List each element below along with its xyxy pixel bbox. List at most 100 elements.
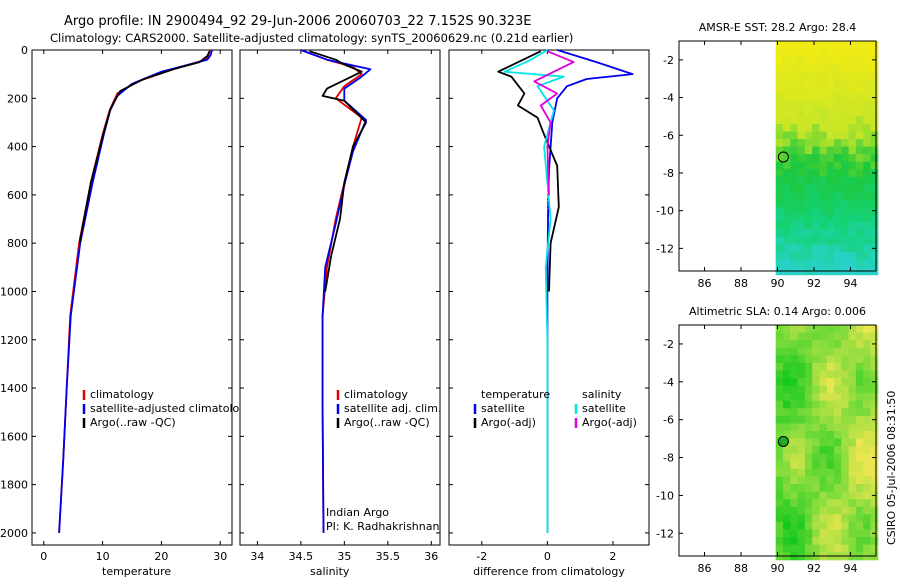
sst-map-cell xyxy=(790,56,799,65)
sla-map-cell xyxy=(834,362,842,371)
sla-map-cell xyxy=(790,461,799,470)
sla-map-cell xyxy=(870,521,879,530)
sla-map-cell xyxy=(804,446,813,455)
difference-axes-frame xyxy=(448,49,650,546)
sla-map-cell xyxy=(834,340,842,349)
sla-map-cell xyxy=(855,355,864,364)
sla-map-ytick-label: -12 xyxy=(656,527,674,540)
sla-map-cell xyxy=(841,415,850,424)
sst-map-cell xyxy=(812,56,820,65)
sst-map-cell xyxy=(855,244,864,253)
sst-map-cell xyxy=(855,222,864,230)
sla-map-cell xyxy=(834,537,842,546)
sla-map-cell xyxy=(841,332,850,341)
sst-map-cell xyxy=(855,169,864,178)
temperature-series-argo-raw-qc- xyxy=(78,50,211,244)
sla-map-cell xyxy=(819,453,828,462)
sla-map-cell xyxy=(775,355,784,364)
sst-map-cell xyxy=(834,116,842,125)
temperature-ytick-label: 0 xyxy=(21,44,28,57)
sst-map-cell xyxy=(841,93,850,102)
sst-map-cell xyxy=(855,101,864,110)
sla-map-cell xyxy=(841,491,850,500)
sla-map-cell xyxy=(819,332,828,341)
sla-map-cell xyxy=(826,355,835,364)
salinity-xtick-label: 35 xyxy=(337,550,351,563)
sst-map-cell xyxy=(848,176,857,185)
sla-map-cell xyxy=(863,370,871,379)
sst-map-cell xyxy=(797,169,806,178)
sst-map-cell xyxy=(826,214,835,223)
sst-map-cell xyxy=(812,48,820,57)
sst-map-cell xyxy=(775,78,784,87)
sst-map-ytick-label: -8 xyxy=(663,167,674,180)
sla-map-cell xyxy=(848,446,857,455)
difference-legend-title: salinity xyxy=(582,388,622,401)
sst-map-cell xyxy=(804,63,813,72)
sst-map-cell xyxy=(848,252,857,261)
sst-map-cell xyxy=(826,259,835,268)
sst-map-cell xyxy=(863,139,871,147)
sla-map-cell xyxy=(804,423,813,432)
sla-map-cell xyxy=(797,393,806,402)
sst-map-cell xyxy=(812,131,820,140)
sst-map-cell xyxy=(812,86,820,95)
sst-map-cell xyxy=(812,222,820,230)
sst-map-cell xyxy=(812,252,820,261)
sst-map-cell xyxy=(783,259,791,268)
sst-map-cell xyxy=(775,101,784,110)
sla-map-cell xyxy=(848,423,857,432)
sla-map-cell xyxy=(863,385,871,394)
sla-map-xtick-label: 92 xyxy=(807,562,821,575)
sst-map-cell xyxy=(863,191,871,200)
sst-map-cell xyxy=(834,131,842,140)
sla-map-cell xyxy=(841,514,850,523)
sla-map-cell xyxy=(855,544,864,553)
sla-map-cell xyxy=(863,446,871,455)
sla-map-cell xyxy=(812,438,820,447)
difference-xlabel: difference from climatology xyxy=(473,565,625,578)
sst-map-cell xyxy=(841,63,850,72)
sst-map-cell xyxy=(848,161,857,170)
sla-map-cell xyxy=(863,332,871,341)
sla-map-cell xyxy=(775,400,784,409)
sla-map-cell xyxy=(797,506,806,515)
sla-map-cell xyxy=(790,408,799,417)
temperature-axes-frame xyxy=(31,49,233,546)
sla-map-cell xyxy=(812,491,820,500)
sst-map-cell xyxy=(812,124,820,132)
sst-map-cell xyxy=(790,169,799,178)
sst-map-cell xyxy=(848,154,857,163)
sla-map-cell xyxy=(790,544,799,553)
sla-map-cell xyxy=(870,514,879,523)
sla-map-cell xyxy=(826,431,835,440)
sla-map-cell xyxy=(790,537,799,546)
sst-map-cell xyxy=(804,93,813,102)
sst-map-cell xyxy=(870,184,879,193)
sla-map-cell xyxy=(841,499,850,508)
sst-map-cell xyxy=(863,222,871,230)
sst-map-cell xyxy=(855,63,864,72)
sla-map-cell xyxy=(855,340,864,349)
sst-map-cell xyxy=(826,199,835,208)
sst-map-cell xyxy=(783,108,791,117)
sla-map-cell xyxy=(848,537,857,546)
sst-map-cell xyxy=(870,214,879,223)
sla-map-cell xyxy=(790,355,799,364)
sla-map-cell xyxy=(826,378,835,387)
sst-map-cell xyxy=(826,86,835,95)
sst-map-cell xyxy=(783,206,791,215)
sst-map-cell xyxy=(848,169,857,178)
sla-map-cell xyxy=(863,347,871,356)
sla-map-cell xyxy=(819,476,828,485)
sst-map-cell xyxy=(775,93,784,102)
sla-map-cell xyxy=(819,499,828,508)
sst-map-cell xyxy=(870,41,879,49)
sst-map-cell xyxy=(819,184,828,193)
sla-map-cell xyxy=(783,453,791,462)
sla-map-cell xyxy=(863,537,871,546)
sst-map-cell xyxy=(797,48,806,57)
sla-map-cell xyxy=(870,385,879,394)
sla-map-cell xyxy=(863,362,871,371)
sst-map-cell xyxy=(841,131,850,140)
